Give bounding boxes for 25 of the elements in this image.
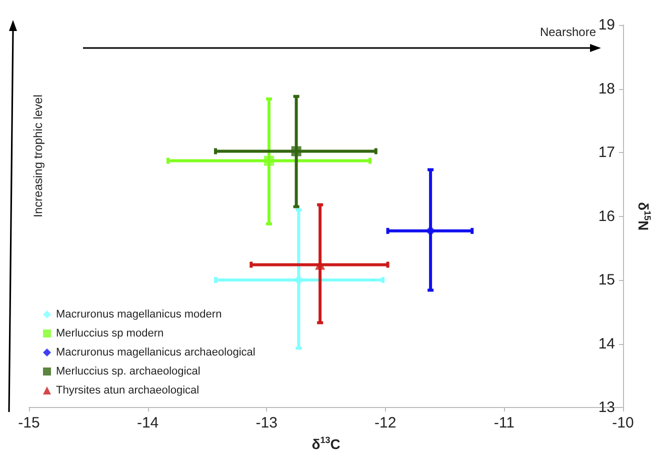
legend-label: Thyrsites atun archaeological [56, 384, 200, 396]
point [264, 156, 274, 166]
x-tick-label: -12 [374, 414, 396, 432]
annotation: Increasing trophic level [31, 94, 45, 218]
y-tick-label: 19 [598, 16, 615, 34]
x-tick-label: -14 [136, 414, 159, 432]
y-tick-label: 16 [598, 208, 615, 225]
y-tick-label: 17 [598, 144, 615, 161]
annotation: Nearshore [540, 25, 596, 39]
y-tick-label: 15 [598, 272, 615, 288]
x-tick-label: -15 [18, 414, 40, 432]
legend-label: Macruronus magellanicus modern [56, 308, 222, 320]
legend-label: Merluccius sp modern [56, 328, 164, 340]
y-axis-title: δ15N [636, 202, 652, 231]
legend-label: Macruronus magellanicus archaeological [56, 346, 256, 358]
point [426, 226, 436, 236]
x-tick-label: -11 [494, 414, 514, 432]
point [291, 146, 302, 156]
y-tick-label: 13 [598, 399, 615, 416]
x-tick-label: -10 [612, 414, 634, 432]
legend-label: Merluccius sp. archaeological [56, 366, 200, 378]
y-tick-label: 18 [598, 80, 615, 98]
y-tick-label: 14 [598, 335, 615, 352]
x-tick-label: -13 [256, 414, 278, 432]
point [294, 275, 304, 285]
